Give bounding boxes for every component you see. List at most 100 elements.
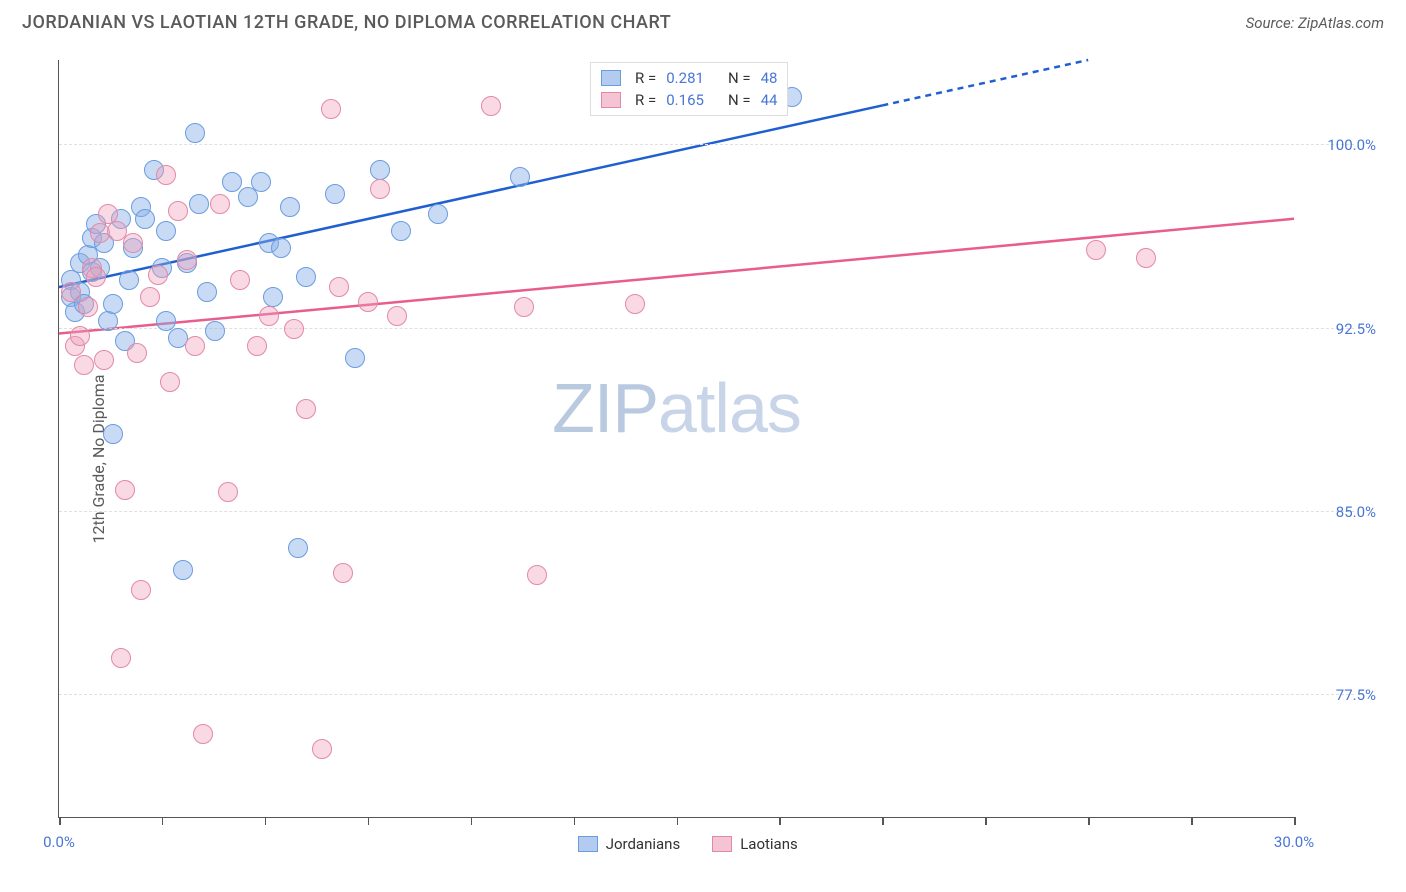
scatter-point (280, 197, 300, 217)
y-tick-label: 85.0% (1336, 503, 1376, 521)
legend-swatch (601, 92, 621, 108)
scatter-point (370, 179, 390, 199)
scatter-point (259, 306, 279, 326)
scatter-point (115, 480, 135, 500)
scatter-point (123, 233, 143, 253)
legend-row: R = 0.165N = 44 (601, 89, 777, 111)
scatter-point (329, 277, 349, 297)
trend-line (882, 60, 1088, 105)
scatter-point (222, 172, 242, 192)
legend-r-label: R = (635, 69, 656, 87)
scatter-point (247, 336, 267, 356)
scatter-point (325, 184, 345, 204)
scatter-point (1086, 240, 1106, 260)
x-tick (1088, 817, 1090, 825)
scatter-point (140, 287, 160, 307)
series-legend-item: Jordanians (578, 835, 681, 853)
x-tick-label: 30.0% (1274, 833, 1314, 851)
scatter-point (185, 123, 205, 143)
scatter-point (288, 538, 308, 558)
gridline (59, 511, 1354, 512)
chart-area: 12th Grade, No Diploma ZIPatlas R = 0.28… (22, 48, 1384, 870)
legend-swatch (712, 836, 732, 852)
x-tick (985, 817, 987, 825)
scatter-point (156, 311, 176, 331)
scatter-point (370, 160, 390, 180)
scatter-point (119, 270, 139, 290)
scatter-point (251, 172, 271, 192)
scatter-point (205, 321, 225, 341)
scatter-point (197, 282, 217, 302)
correlation-legend: R = 0.281N = 48R = 0.165N = 44 (590, 62, 788, 116)
gridline (59, 144, 1354, 145)
legend-n-label: N = (728, 91, 751, 109)
legend-r-label: R = (635, 91, 656, 109)
scatter-point (70, 326, 90, 346)
scatter-point (312, 739, 332, 759)
scatter-point (333, 563, 353, 583)
scatter-point (510, 167, 530, 187)
chart-source: Source: ZipAtlas.com (1246, 14, 1384, 32)
series-name: Jordanians (606, 835, 681, 853)
scatter-point (160, 372, 180, 392)
gridline (59, 328, 1354, 329)
scatter-point (263, 287, 283, 307)
y-tick-label: 100.0% (1327, 136, 1376, 154)
scatter-point (98, 311, 118, 331)
scatter-point (173, 560, 193, 580)
scatter-point (94, 350, 114, 370)
x-tick (265, 817, 267, 825)
scatter-point (156, 165, 176, 185)
scatter-point (1136, 248, 1156, 268)
scatter-point (514, 297, 534, 317)
x-tick (1191, 817, 1193, 825)
scatter-point (103, 294, 123, 314)
scatter-point (156, 221, 176, 241)
scatter-point (527, 565, 547, 585)
scatter-point (625, 294, 645, 314)
scatter-point (61, 282, 81, 302)
scatter-point (321, 99, 341, 119)
x-tick (162, 817, 164, 825)
x-tick (779, 817, 781, 825)
scatter-point (86, 267, 106, 287)
scatter-point (148, 265, 168, 285)
chart-header: JORDANIAN VS LAOTIAN 12TH GRADE, NO DIPL… (0, 0, 1406, 41)
gridline (59, 694, 1354, 695)
scatter-point (135, 209, 155, 229)
plot-region: ZIPatlas R = 0.281N = 48R = 0.165N = 44 … (58, 60, 1294, 818)
scatter-point (111, 648, 131, 668)
x-tick (574, 817, 576, 825)
trend-lines-svg (59, 60, 1294, 817)
scatter-point (296, 399, 316, 419)
scatter-point (168, 201, 188, 221)
legend-r-value: 0.165 (666, 91, 704, 109)
y-tick-label: 77.5% (1336, 686, 1376, 704)
legend-swatch (601, 70, 621, 86)
x-tick (59, 817, 61, 825)
legend-n-label: N = (728, 69, 751, 87)
scatter-point (74, 355, 94, 375)
series-name: Laotians (740, 835, 798, 853)
series-legend-item: Laotians (712, 835, 798, 853)
legend-row: R = 0.281N = 48 (601, 67, 777, 89)
scatter-point (296, 267, 316, 287)
legend-swatch (578, 836, 598, 852)
scatter-point (230, 270, 250, 290)
scatter-point (177, 250, 197, 270)
scatter-point (387, 306, 407, 326)
series-legend: Jordanians Laotians (578, 835, 798, 853)
scatter-point (210, 194, 230, 214)
x-tick (677, 817, 679, 825)
scatter-point (358, 292, 378, 312)
x-tick-label: 0.0% (43, 833, 75, 851)
scatter-point (185, 336, 205, 356)
legend-r-value: 0.281 (666, 69, 704, 87)
scatter-point (481, 96, 501, 116)
watermark-text: ZIPatlas (552, 368, 801, 448)
chart-title: JORDANIAN VS LAOTIAN 12TH GRADE, NO DIPL… (22, 12, 671, 33)
scatter-point (78, 297, 98, 317)
scatter-point (193, 724, 213, 744)
y-tick-label: 92.5% (1336, 320, 1376, 338)
scatter-point (271, 238, 291, 258)
